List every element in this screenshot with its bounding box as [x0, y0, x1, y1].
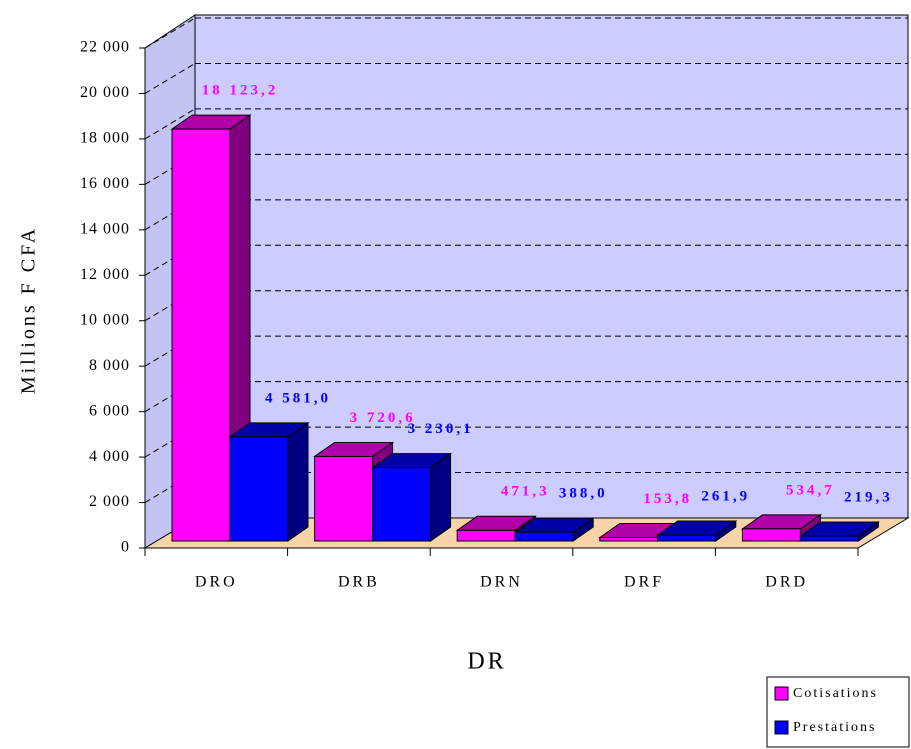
- legend-swatch: [774, 686, 789, 701]
- bar: [456, 529, 516, 542]
- legend: [766, 676, 910, 748]
- legend-label: Cotisations: [793, 686, 878, 701]
- value-label: 219,3: [844, 489, 893, 505]
- bar: [171, 128, 231, 542]
- y-tick-label: 14 000: [80, 220, 130, 237]
- bar: [741, 528, 801, 542]
- value-label: 534,7: [786, 482, 835, 498]
- value-label: 3 720,6: [350, 410, 416, 426]
- y-tick-label: 16 000: [80, 175, 130, 192]
- value-label: 388,0: [559, 486, 608, 502]
- y-tick-label: 6 000: [89, 402, 130, 419]
- value-label: 153,8: [643, 491, 692, 507]
- y-tick-label: 0: [121, 539, 130, 556]
- bar: [599, 537, 659, 542]
- value-label: 261,9: [701, 488, 750, 504]
- x-axis-label: DR: [467, 649, 506, 675]
- y-tick-label: 2 000: [89, 493, 130, 510]
- value-label: 471,3: [501, 484, 550, 500]
- value-label: 18 123,2: [202, 83, 279, 99]
- x-tick-label: DRF: [624, 574, 664, 591]
- y-tick-label: 4 000: [89, 448, 130, 465]
- y-tick-label: 22 000: [80, 39, 130, 56]
- x-tick-label: DRN: [480, 574, 523, 591]
- legend-swatch: [774, 720, 789, 735]
- bar: [657, 534, 717, 542]
- y-axis-label: Millions F CFA: [18, 226, 40, 394]
- value-label: 4 581,0: [265, 390, 331, 406]
- bar: [514, 531, 574, 542]
- bar-side: [287, 421, 309, 542]
- y-tick-label: 8 000: [89, 357, 130, 374]
- x-tick-label: DRD: [765, 574, 808, 591]
- x-tick-label: DRO: [195, 574, 238, 591]
- legend-label: Prestations: [793, 720, 876, 735]
- bar: [314, 455, 374, 542]
- bar-side: [430, 452, 452, 542]
- bar: [229, 436, 289, 542]
- value-label: 3 230,1: [408, 421, 474, 437]
- x-tick-label: DRB: [338, 574, 380, 591]
- y-tick-label: 10 000: [80, 311, 130, 328]
- bar: [799, 535, 859, 542]
- y-tick-label: 12 000: [80, 266, 130, 283]
- bar: [372, 467, 432, 542]
- y-tick-label: 18 000: [80, 130, 130, 147]
- y-tick-label: 20 000: [80, 84, 130, 101]
